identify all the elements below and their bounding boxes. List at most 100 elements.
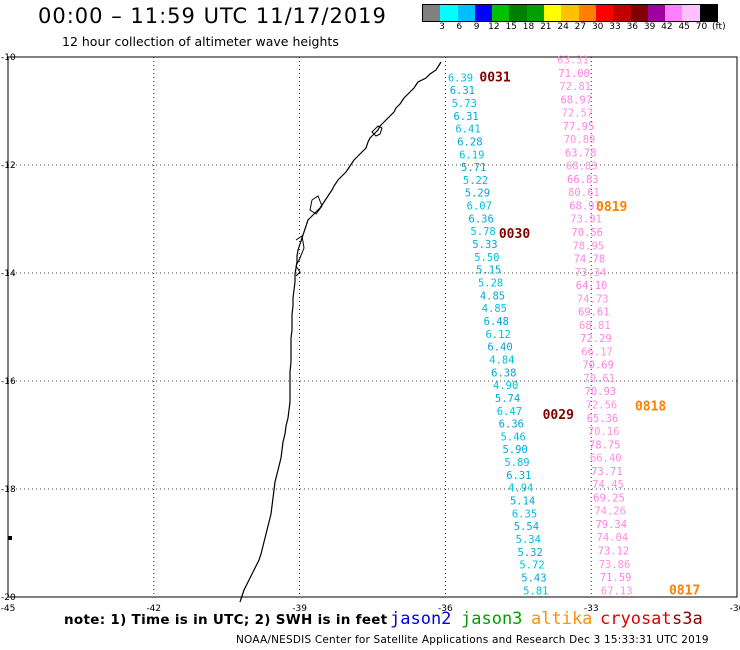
legend-item-altika: altika (531, 609, 593, 629)
swh-value-label: 73.71 (591, 466, 623, 478)
lat-tick-label: -20 (1, 593, 16, 603)
swh-value-label: 73.12 (598, 545, 630, 557)
swh-value-label: 5.33 (472, 239, 497, 251)
color-scale-label: 15 (505, 22, 517, 32)
color-scale-label: 33 (609, 22, 621, 32)
color-scale-bar (422, 4, 719, 22)
swh-value-label: 77.95 (563, 121, 595, 133)
swh-value-label: 5.28 (478, 278, 503, 290)
swh-value-label: 5.72 (519, 560, 544, 572)
swh-value-label: 5.74 (495, 393, 520, 405)
color-swatch (665, 5, 683, 21)
swh-value-label: 5.34 (516, 534, 541, 546)
swh-value-label: 6.38 (491, 367, 516, 379)
pass-time-label: 0031 (479, 70, 510, 85)
swh-value-label: 73.86 (599, 559, 631, 571)
swh-value-label: 78.75 (589, 439, 621, 451)
swh-value-label: 69.25 (593, 492, 625, 504)
color-swatch (647, 5, 666, 21)
swh-value-label: 6.31 (453, 111, 478, 123)
swh-value-label: 6.12 (485, 329, 510, 341)
swh-value-label: 5.32 (518, 547, 543, 559)
swh-value-label: 74.73 (577, 293, 609, 305)
coastline (239, 61, 442, 603)
swh-value-label: 5.89 (504, 457, 529, 469)
color-scale-label: 18 (522, 22, 535, 32)
legend-item-s3a: s3a (672, 609, 703, 629)
swh-value-label: 74.26 (594, 506, 626, 518)
swh-value-label: 4.90 (493, 380, 518, 392)
color-scale-label: 39 (643, 22, 656, 32)
units-note: note: 1) Time is in UTC; 2) SWH is in fe… (64, 612, 388, 628)
map-grid (7, 56, 738, 598)
color-swatch (492, 5, 510, 21)
swh-value-label: 69.61 (578, 307, 610, 319)
lat-tick-label: -16 (1, 377, 16, 387)
color-swatch (595, 5, 614, 21)
color-scale-label: 3 (439, 22, 445, 32)
swh-value-label: 68.81 (579, 320, 611, 332)
swh-value-label: 5.71 (461, 162, 486, 174)
axis-labels: -10 -12 -14 -16 -18 -20-45 -42 -39 -36 -33 -30 (1, 53, 740, 614)
swh-value-label: 70.69 (582, 360, 614, 372)
swh-value-label: 5.43 (521, 572, 546, 584)
lon-tick-label: -39 (292, 604, 307, 614)
color-swatch (699, 5, 718, 21)
color-swatch (561, 5, 579, 21)
swh-value-label: 72.81 (559, 81, 591, 93)
color-swatch (526, 5, 545, 21)
swh-value-label: 5.54 (514, 521, 539, 533)
swh-value-label: 74.45 (592, 479, 624, 491)
color-scale-label: 36 (626, 22, 639, 32)
swh-value-label: 6.28 (457, 136, 482, 148)
swh-value-label: 72.56 (586, 400, 618, 412)
swh-value-label: 5.29 (465, 188, 490, 200)
swh-value-label: 70.56 (571, 227, 603, 239)
swh-value-label: 74.78 (574, 254, 606, 266)
swh-value-label: 73.91 (570, 214, 602, 226)
swh-value-label: 4.85 (482, 303, 507, 315)
color-scale-label: 30 (591, 22, 604, 32)
swh-value-label: 72.57 (562, 108, 594, 120)
island-marker (8, 536, 12, 540)
swh-value-label: 6.41 (455, 124, 480, 136)
swh-value-label: 6.47 (497, 406, 522, 418)
pass-time-label: 0030 (499, 227, 530, 242)
color-swatch (578, 5, 596, 21)
swh-value-label: 79.34 (595, 519, 627, 531)
color-scale-label: 12 (488, 22, 500, 32)
swh-value-label: 6.40 (487, 342, 512, 354)
swh-value-label: 72.29 (580, 333, 612, 345)
lon-tick-label: -45 (1, 604, 16, 614)
swh-value-label: 5.81 (523, 585, 548, 597)
lat-tick-label: -12 (1, 161, 16, 171)
swh-value-label: 68.83 (566, 161, 598, 173)
swh-value-label: 66.17 (581, 346, 613, 358)
lat-tick-label: -18 (1, 485, 16, 495)
swh-value-label: 66.83 (567, 174, 599, 186)
swh-value-label: 70.93 (585, 386, 617, 398)
pass-time-label: 0817 (669, 583, 700, 598)
swh-value-label: 6.07 (467, 201, 492, 213)
color-swatch (544, 5, 562, 21)
swh-value-label: 71.00 (558, 68, 590, 80)
credit-line: NOAA/NESDIS Center for Satellite Applica… (236, 634, 709, 646)
swh-value-label: 6.36 (499, 419, 524, 431)
color-scale-label: 24 (557, 22, 569, 32)
swh-value-label: 80.61 (568, 187, 600, 199)
lon-tick-label: -36 (438, 604, 453, 614)
color-scale-label: 45 (678, 22, 690, 32)
lat-tick-label: -14 (1, 269, 16, 279)
swh-value-label: 5.50 (474, 252, 499, 264)
swh-value-label: 4.85 (480, 290, 505, 302)
color-scale-label: 21 (540, 22, 552, 32)
color-scale-label: 42 (661, 22, 673, 32)
color-swatch (630, 5, 648, 21)
swh-value-label: 5.14 (510, 496, 535, 508)
swh-value-label: 6.39 (448, 72, 473, 84)
pass-time-label: 0029 (543, 408, 574, 423)
lon-tick-label: -33 (584, 604, 599, 614)
color-swatch (682, 5, 700, 21)
color-swatch (423, 5, 441, 21)
swh-value-label: 6.35 (512, 508, 537, 520)
